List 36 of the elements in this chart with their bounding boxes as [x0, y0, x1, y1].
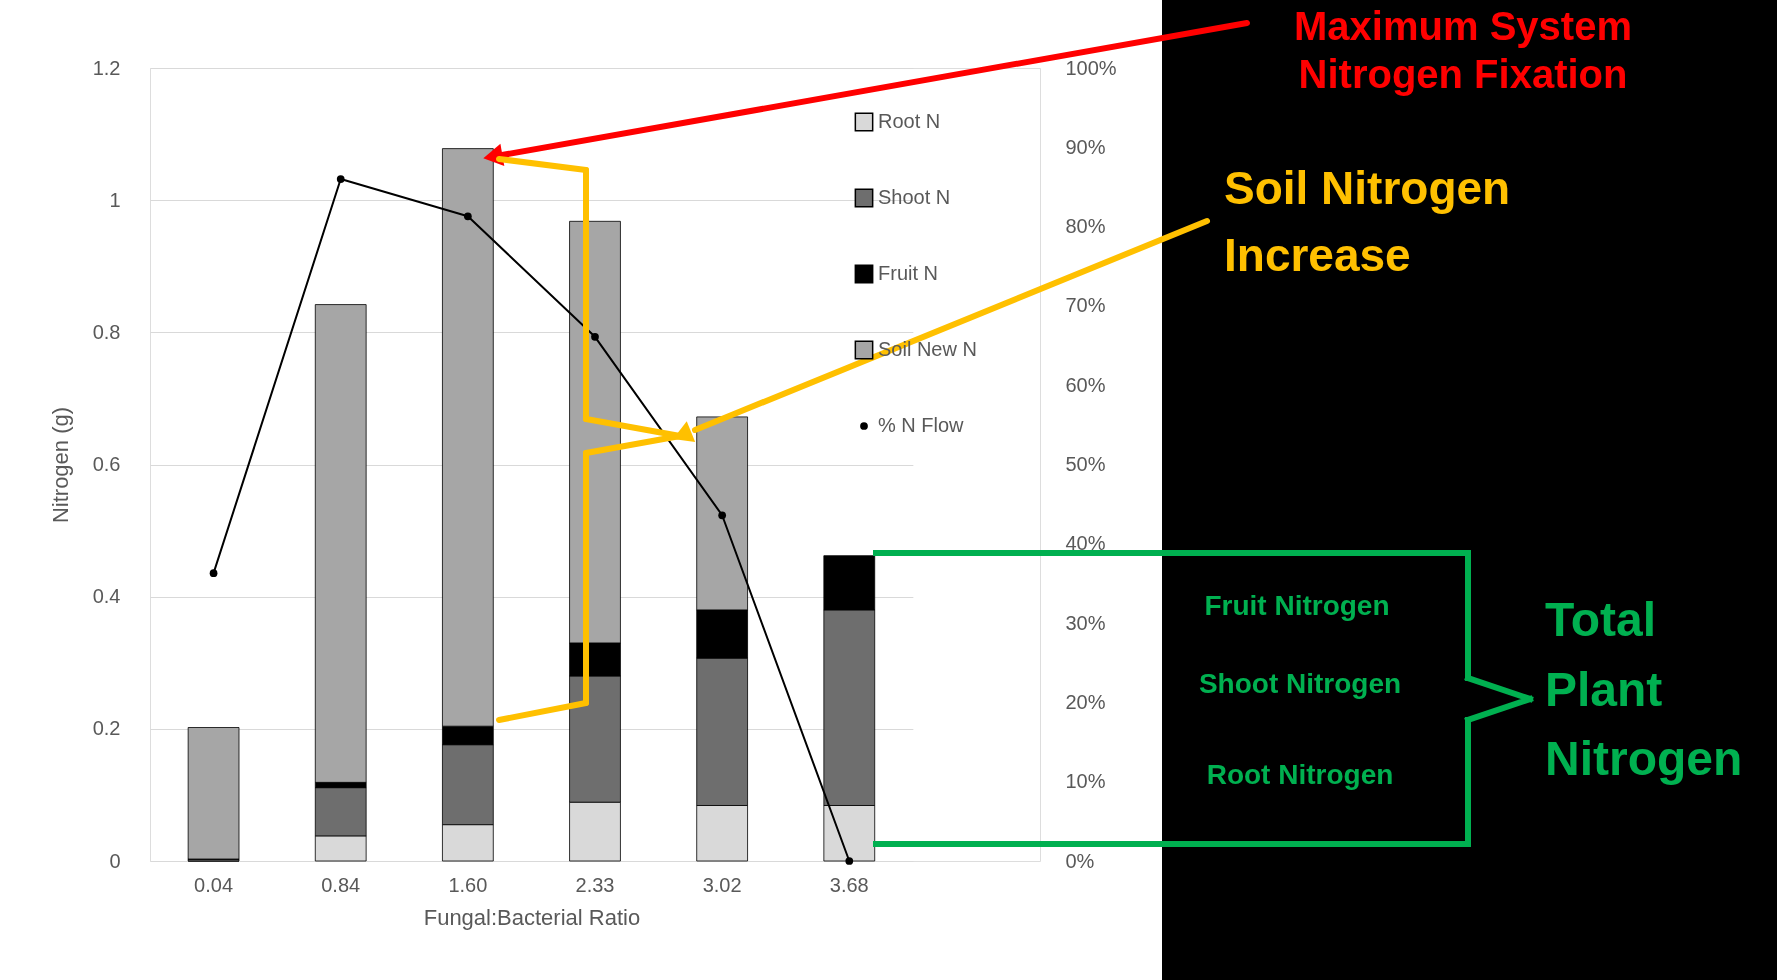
y2-tick-label: 100%: [1065, 56, 1117, 79]
y-tick-label: 0: [109, 849, 121, 872]
y2-tick-label: 50%: [1065, 453, 1106, 475]
x-tick-label: 3.02: [702, 873, 742, 896]
x-tick-label: 3.68: [829, 873, 869, 896]
legend-label: % N Flow: [878, 414, 965, 436]
text: Shoot Nitrogen: [1198, 668, 1402, 699]
y2-tick-label: 0%: [1065, 849, 1095, 872]
y-tick-label: 0.6: [92, 453, 121, 475]
text: Root Nitrogen: [1206, 759, 1394, 790]
y2-tick-label: 20%: [1065, 690, 1106, 713]
x-tick-label: 0.04: [194, 873, 234, 896]
x-tick-label: 1.60: [448, 873, 488, 896]
x-axis-title: Fungal:Bacterial Ratio: [423, 904, 641, 930]
y-tick-label: 0.2: [92, 717, 121, 740]
legend-label: Root N: [878, 110, 941, 132]
text: Fruit Nitrogen: [1204, 590, 1390, 621]
text: Total Plant Nitrogen: [1545, 593, 1743, 786]
y-tick-label: 0.8: [92, 320, 121, 343]
y2-tick-label: 60%: [1065, 373, 1106, 396]
text: Soil Nitrogen Increase: [1224, 162, 1511, 281]
y2-tick-label: 80%: [1065, 215, 1106, 238]
y-axis-title: Nitrogen (g): [47, 406, 73, 524]
legend-label: Fruit N: [878, 262, 938, 284]
x-tick-label: 2.33: [575, 873, 615, 896]
y-tick-label: 0.4: [92, 585, 121, 608]
text: Maximum System Nitrogen Fixation: [1294, 4, 1632, 96]
y2-tick-label: 10%: [1065, 770, 1106, 793]
y2-tick-label: 90%: [1065, 135, 1106, 158]
y2-tick-label: 70%: [1065, 294, 1106, 317]
y-tick-label: 1: [109, 188, 121, 211]
x-tick-label: 0.84: [321, 873, 361, 896]
legend-label: Shoot N: [878, 186, 951, 208]
y-tick-label: 1.2: [92, 56, 121, 79]
y2-tick-label: 30%: [1065, 611, 1106, 634]
y2-tick-label: 40%: [1065, 532, 1106, 555]
